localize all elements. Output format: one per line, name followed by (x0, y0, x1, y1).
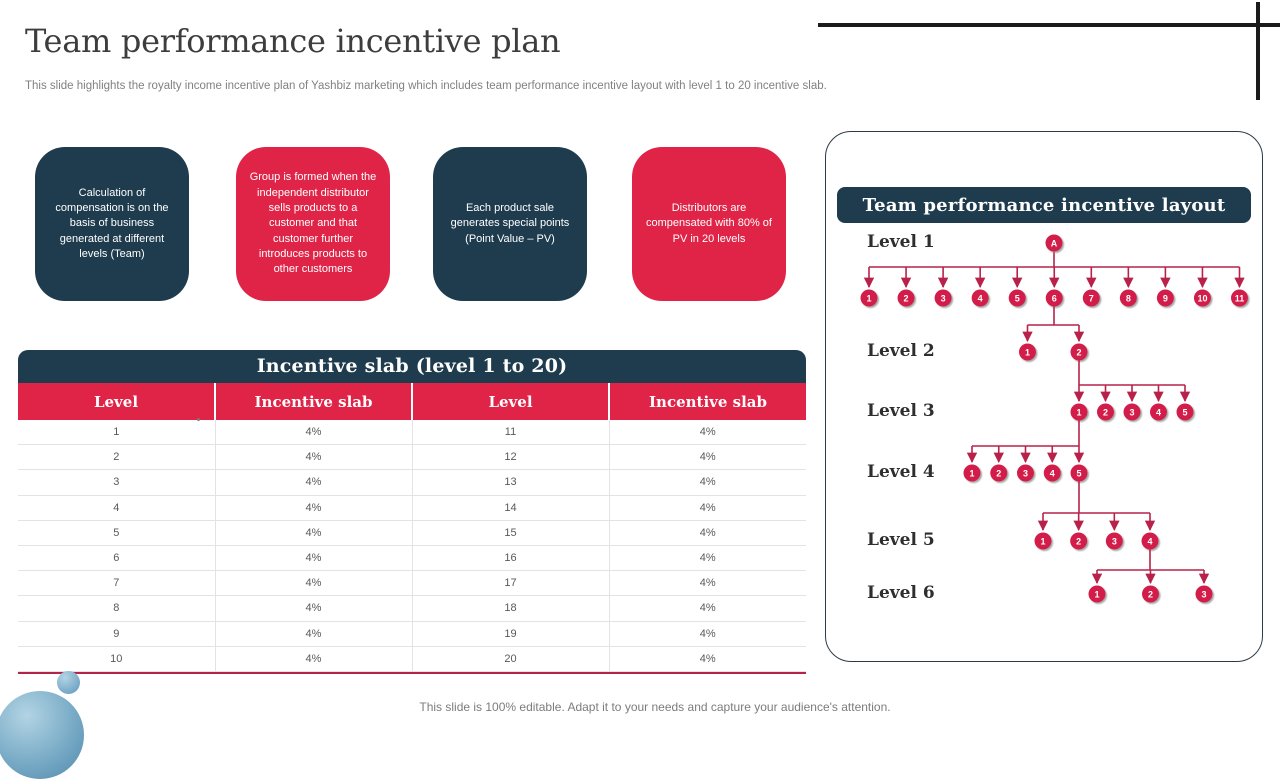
table-cell: 13 (411, 469, 609, 496)
table-column-header: Level (411, 383, 609, 420)
table-cell: 4% (214, 646, 412, 672)
info-box-text: Each product sale generates special poin… (450, 201, 570, 245)
table-cell: 19 (411, 621, 609, 647)
table-title: Incentive slab (level 1 to 20) (18, 350, 806, 383)
level-label-5: Level 5 (867, 530, 935, 550)
table-cell: 9 (18, 621, 215, 647)
table-cell: 7 (18, 570, 215, 597)
table-row: 3 4% 13 4% (18, 469, 806, 496)
table-cell: 4% (608, 469, 806, 496)
table-row: 8 4% 18 4% (18, 595, 806, 622)
table-column-header: Level (18, 383, 215, 420)
table-cell: 4% (608, 444, 806, 471)
table-cell: 15 (411, 520, 609, 546)
cross-line-vertical (1256, 2, 1260, 100)
table-cell: 16 (411, 545, 609, 572)
table-row: 5 4% 15 4% (18, 520, 806, 546)
table-cell: 18 (411, 595, 609, 622)
table-cell: 8 (18, 595, 215, 622)
page-title: Team performance incentive plan (25, 22, 561, 60)
table-cell: 4% (608, 646, 806, 672)
table-cell: 4% (608, 495, 806, 521)
level-label-4: Level 4 (867, 462, 935, 482)
table-cell: 3 (18, 469, 215, 496)
info-box-text: Calculation of compensation is on the ba… (55, 186, 169, 261)
table-cell: 4% (214, 469, 412, 496)
table-row: 6 4% 16 4% (18, 545, 806, 572)
table-cell: 4% (214, 621, 412, 647)
footer-note: This slide is 100% editable. Adapt it to… (419, 700, 891, 714)
slide-subtitle: This slide highlights the royalty income… (25, 80, 827, 92)
table-cell: 4% (214, 520, 412, 546)
table-column-header: Incentive slab (608, 383, 806, 420)
table-cell: 4% (608, 545, 806, 572)
table-cell: 5 (18, 520, 215, 546)
table-cell: 4% (214, 420, 412, 446)
level-label-2: Level 2 (867, 341, 935, 361)
table-cell: 4% (608, 420, 806, 446)
table-row: 1 4% 11 4% (18, 420, 806, 446)
info-box-points: Each product sale generates special poin… (433, 147, 587, 301)
table-cell: 14 (411, 495, 609, 521)
incentive-slab-table: Incentive slab (level 1 to 20) Level Ince… (18, 350, 806, 674)
table-cell: 4 (18, 495, 215, 521)
diagram-title: Team performance incentive layout (837, 187, 1251, 223)
table-cell: 4% (214, 444, 412, 471)
level-label-3: Level 3 (867, 401, 935, 421)
table-cell: 10 (18, 646, 215, 672)
level-label-6: Level 6 (867, 583, 935, 603)
table-cell: 4% (214, 545, 412, 572)
decor-bubble-small (57, 671, 80, 694)
table-cell: 6 (18, 545, 215, 572)
info-box-group: Group is formed when the independent dis… (236, 147, 390, 301)
table-cell: 17 (411, 570, 609, 597)
stray-dot (197, 418, 200, 421)
info-box-text: Group is formed when the independent dis… (249, 171, 377, 276)
table-column-header: Incentive slab (214, 383, 412, 420)
table-cell: 20 (411, 646, 609, 672)
table-row: 4 4% 14 4% (18, 495, 806, 521)
table-cell: 1 (18, 420, 215, 446)
decor-bubble-large (0, 691, 84, 779)
table-cell: 4% (608, 595, 806, 622)
table-row: 2 4% 12 4% (18, 444, 806, 471)
table-row: 9 4% 19 4% (18, 621, 806, 647)
table-cell: 4% (608, 570, 806, 597)
table-cell: 2 (18, 444, 215, 471)
table-cell: 4% (608, 520, 806, 546)
table-cell: 12 (411, 444, 609, 471)
info-box-distributors: Distributors are compensated with 80% of… (632, 147, 786, 301)
table-cell: 4% (214, 595, 412, 622)
table-header-row: Level Incentive slab Level Incentive slab (18, 383, 806, 420)
cross-line-horizontal (818, 23, 1280, 27)
info-box-text: Distributors are compensated with 80% of… (646, 201, 772, 245)
table-row: 10 4% 20 4% (18, 646, 806, 672)
info-box-calculation: Calculation of compensation is on the ba… (35, 147, 189, 301)
table-cell: 4% (214, 495, 412, 521)
table-cell: 11 (411, 420, 609, 446)
table-cell: 4% (608, 621, 806, 647)
table-row: 7 4% 17 4% (18, 570, 806, 597)
table-cell: 4% (214, 570, 412, 597)
level-label-1: Level 1 (867, 232, 935, 252)
